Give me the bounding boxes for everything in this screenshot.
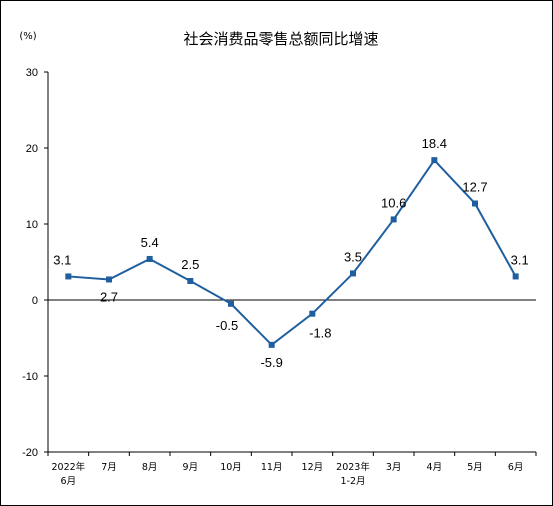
data-point xyxy=(350,270,356,277)
data-label: -1.8 xyxy=(309,326,331,341)
data-label: 3.5 xyxy=(344,249,362,264)
y-tick-label: 30 xyxy=(26,67,38,79)
data-point xyxy=(431,157,438,164)
data-point xyxy=(512,273,519,280)
data-point xyxy=(309,310,316,317)
x-tick-label: 5月 xyxy=(467,462,483,473)
data-point xyxy=(106,276,112,283)
data-label: 2.7 xyxy=(100,289,118,304)
axes: 30 20 10 0 -10 -20 2022年 6月 7月 8月 9月 10月 11月 12月 2023年… xyxy=(22,67,537,487)
y-tick-label: 10 xyxy=(26,219,38,231)
x-tick-label: 3月 xyxy=(386,462,402,473)
x-tick-label: 6月 xyxy=(508,462,524,473)
data-label: -0.5 xyxy=(216,318,238,333)
data-label: 3.1 xyxy=(511,252,529,267)
data-point xyxy=(65,273,72,280)
data-point xyxy=(146,255,153,262)
data-point xyxy=(390,216,397,223)
x-tick-label: 2022年 xyxy=(51,461,85,473)
data-label: -5.9 xyxy=(260,355,282,370)
data-labels: 3.1 2.7 5.4 2.5 -0.5 -5.9 -1.8 3.5 10.6 18.4 12.7 3… xyxy=(53,136,528,370)
data-label: 12.7 xyxy=(462,179,487,194)
series-markers xyxy=(65,157,519,348)
y-axis-unit: (%) xyxy=(19,31,36,42)
y-tick-label: 20 xyxy=(26,143,38,155)
series-polyline xyxy=(68,158,517,347)
data-label: 3.1 xyxy=(53,252,71,267)
x-tick-label: 1-2月 xyxy=(340,476,365,487)
x-tick-label: 10月 xyxy=(220,462,242,473)
x-tick-label: 6月 xyxy=(61,476,77,487)
x-tick-label: 7月 xyxy=(101,462,117,473)
y-tick-label: -10 xyxy=(22,371,38,383)
x-tick-label: 12月 xyxy=(302,462,324,473)
data-point xyxy=(228,300,234,307)
data-point xyxy=(472,200,478,207)
data-point xyxy=(187,278,194,284)
y-tick-label: 0 xyxy=(32,295,38,307)
x-tick-label: 8月 xyxy=(142,462,158,473)
x-tick-label: 2023年 xyxy=(336,461,370,473)
data-label: 18.4 xyxy=(422,136,447,151)
x-tick-label: 9月 xyxy=(183,462,199,473)
chart-title: 社会消费品零售总额同比增速 xyxy=(183,30,378,48)
x-tick-label: 4月 xyxy=(427,462,443,473)
x-tick-label: 11月 xyxy=(261,462,283,473)
data-label: 10.6 xyxy=(381,195,406,210)
data-label: 2.5 xyxy=(181,257,199,272)
data-point xyxy=(268,341,275,348)
series-line xyxy=(68,158,517,347)
y-tick-label: -20 xyxy=(22,447,38,459)
data-label: 5.4 xyxy=(141,235,159,250)
